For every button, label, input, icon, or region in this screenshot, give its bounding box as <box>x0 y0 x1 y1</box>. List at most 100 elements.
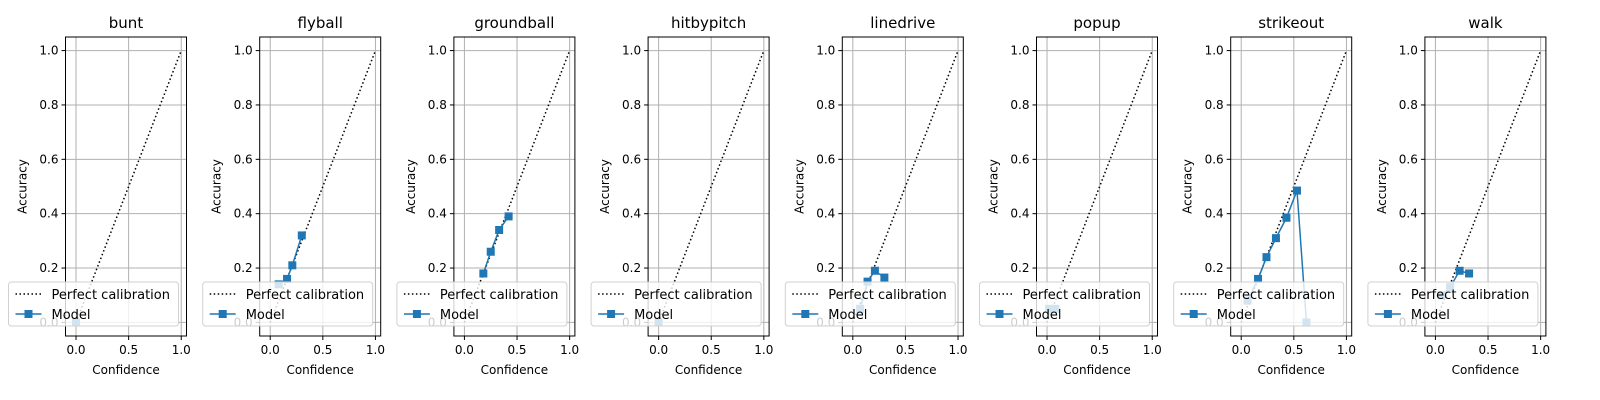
x-axis-label: Confidence <box>1452 363 1519 377</box>
x-tick-label: 0.0 <box>649 343 668 357</box>
x-tick-label: 1.0 <box>1531 343 1550 357</box>
model-point <box>288 261 297 270</box>
legend: Perfect calibration Model <box>1173 281 1345 327</box>
y-tick-label: 0.2 <box>1010 261 1029 275</box>
panel-title: bunt <box>109 14 144 32</box>
legend: Perfect calibration Model <box>8 281 179 327</box>
y-tick-label: 0.4 <box>428 207 447 221</box>
axes-frame <box>1230 36 1353 337</box>
legend-entry: Model <box>828 308 867 323</box>
y-tick-label: 0.6 <box>1399 152 1418 166</box>
legend-entry: Model <box>1411 308 1450 323</box>
y-tick-label: 1.0 <box>622 44 641 58</box>
y-tick-label: 0.2 <box>234 261 253 275</box>
y-tick-label: 0.8 <box>1010 98 1029 112</box>
series-model <box>479 212 513 278</box>
y-tick-label: 0.2 <box>1205 261 1224 275</box>
legend-model-marker <box>607 310 616 318</box>
y-tick-label: 0.8 <box>234 98 253 112</box>
series-perfect-calibration <box>657 50 765 323</box>
legend-model-marker <box>218 310 227 318</box>
y-tick-label: 0.6 <box>1205 152 1224 166</box>
y-tick-label: 1.0 <box>1399 44 1418 58</box>
x-axis-label: Confidence <box>1257 363 1324 377</box>
panel-title: popup <box>1073 14 1120 32</box>
legend-entry: Model <box>1023 308 1062 323</box>
axes-frame <box>841 36 964 337</box>
legend-entry: Perfect calibration <box>828 288 946 303</box>
x-tick-label: 0.5 <box>1478 343 1497 357</box>
x-tick-label: 1.0 <box>560 343 579 357</box>
model-point <box>1271 234 1280 243</box>
legend: Perfect calibration Model <box>590 281 762 327</box>
perfect-calibration-line <box>1046 50 1153 323</box>
axes-frame <box>65 36 187 337</box>
legend-model-marker <box>412 310 421 318</box>
legend-box <box>8 281 179 327</box>
x-tick-label: 0.5 <box>702 343 721 357</box>
model-point <box>1465 269 1474 278</box>
x-tick-label: 0.0 <box>1037 343 1056 357</box>
y-axis-label: Accuracy <box>16 159 30 214</box>
panel-hitbypitch: 0.00.51.00.00.20.40.60.81.0hitbypitchCon… <box>590 14 773 377</box>
legend-model-marker <box>1189 310 1198 318</box>
y-tick-label: 1.0 <box>428 44 447 58</box>
model-point <box>495 225 504 234</box>
legend-model-marker <box>801 310 810 318</box>
series-perfect-calibration <box>1046 50 1153 323</box>
x-axis-label: Confidence <box>286 363 353 377</box>
x-axis-label: Confidence <box>92 363 159 377</box>
x-tick-label: 1.0 <box>754 343 773 357</box>
model-point <box>870 266 879 275</box>
y-tick-label: 0.6 <box>39 152 58 166</box>
model-point <box>1282 213 1291 222</box>
legend-entry: Model <box>440 308 479 323</box>
x-tick-label: 0.5 <box>507 343 526 357</box>
model-point <box>1262 253 1271 262</box>
legend-entry: Model <box>52 308 91 323</box>
x-axis-label: Confidence <box>675 363 742 377</box>
y-tick-label: 1.0 <box>1205 44 1224 58</box>
legend: Perfect calibration Model <box>396 281 568 327</box>
model-line <box>482 215 510 274</box>
legend-box <box>1367 281 1539 327</box>
legend-box <box>979 281 1150 327</box>
legend-entry: Perfect calibration <box>1217 288 1335 303</box>
panel-walk: 0.00.51.00.00.20.40.60.81.0walkConfidenc… <box>1367 14 1550 377</box>
model-point <box>1455 266 1464 275</box>
x-tick-label: 0.5 <box>1090 343 1109 357</box>
x-tick-label: 1.0 <box>1143 343 1162 357</box>
x-tick-label: 0.0 <box>261 343 280 357</box>
legend: Perfect calibration Model <box>202 281 374 327</box>
legend-box <box>590 281 762 327</box>
panel-title: linedrive <box>870 14 935 32</box>
model-point <box>486 247 495 256</box>
legend: Perfect calibration Model <box>1367 281 1539 327</box>
y-tick-label: 0.6 <box>428 152 447 166</box>
model-point <box>297 231 306 240</box>
perfect-calibration-line <box>657 50 765 323</box>
x-tick-label: 1.0 <box>366 343 385 357</box>
panel-strikeout: 0.00.51.00.00.20.40.60.81.0strikeoutConf… <box>1173 14 1356 377</box>
x-axis-label: Confidence <box>481 363 548 377</box>
series-perfect-calibration <box>75 50 182 323</box>
panel-title: strikeout <box>1258 14 1324 32</box>
y-tick-label: 0.2 <box>1399 261 1418 275</box>
y-axis-label: Accuracy <box>987 159 1001 214</box>
legend-entry: Model <box>246 308 285 323</box>
y-tick-label: 1.0 <box>1010 44 1029 58</box>
panel-title: walk <box>1468 14 1503 32</box>
x-tick-label: 0.5 <box>896 343 915 357</box>
model-point <box>479 269 488 278</box>
y-axis-label: Accuracy <box>210 159 224 214</box>
panel-title: hitbypitch <box>671 14 746 32</box>
legend-box <box>202 281 374 327</box>
legend-box <box>784 281 956 327</box>
legend-model-marker <box>24 310 33 318</box>
legend-entry: Perfect calibration <box>440 288 558 303</box>
y-tick-label: 0.4 <box>816 207 835 221</box>
x-tick-label: 0.5 <box>1284 343 1303 357</box>
y-tick-label: 0.8 <box>39 98 58 112</box>
y-tick-label: 0.2 <box>816 261 835 275</box>
